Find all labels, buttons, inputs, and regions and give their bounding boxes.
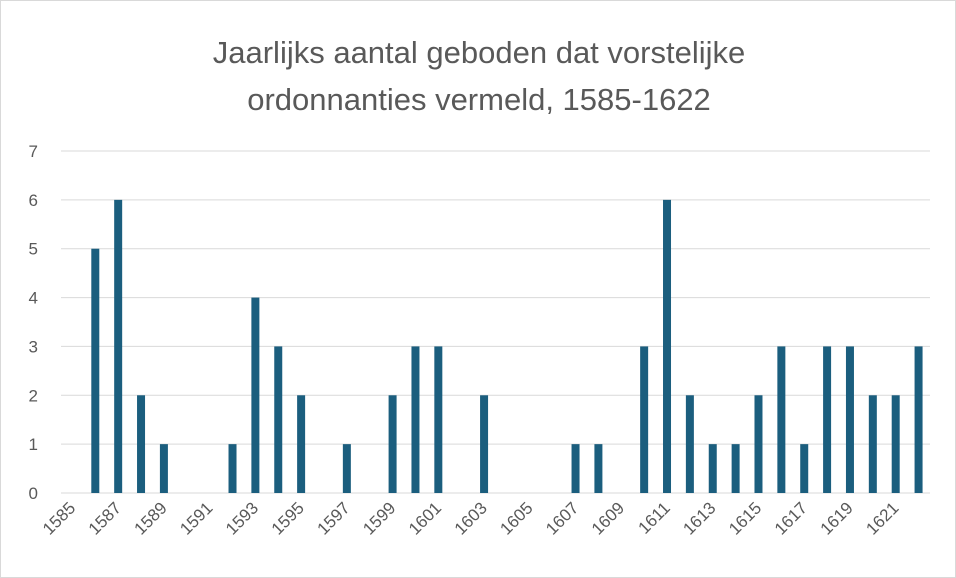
bar — [845, 346, 854, 493]
bar — [640, 346, 649, 493]
bar — [823, 346, 832, 493]
y-tick-label: 1 — [29, 435, 38, 454]
y-tick-label: 6 — [29, 191, 38, 210]
y-tick-label: 2 — [29, 386, 38, 405]
bar — [91, 248, 100, 493]
x-tick-label: 1599 — [359, 498, 399, 538]
bar — [594, 444, 603, 493]
x-tick-label: 1587 — [85, 498, 125, 538]
x-tick-label: 1589 — [131, 498, 171, 538]
bar — [777, 346, 786, 493]
x-tick-label: 1615 — [725, 498, 765, 538]
bar — [114, 199, 123, 493]
bar — [159, 444, 168, 493]
y-tick-label: 0 — [29, 484, 38, 503]
bar — [342, 444, 351, 493]
x-tick-label: 1613 — [679, 498, 719, 538]
bar — [411, 346, 420, 493]
bar — [800, 444, 809, 493]
bar — [571, 444, 580, 493]
bar — [434, 346, 443, 493]
bar — [137, 395, 146, 493]
bar — [685, 395, 694, 493]
x-tick-label: 1595 — [268, 498, 308, 538]
bar — [754, 395, 763, 493]
x-tick-label: 1621 — [862, 498, 902, 538]
y-tick-label: 4 — [29, 289, 38, 308]
bar — [297, 395, 306, 493]
bar — [480, 395, 489, 493]
x-tick-label: 1593 — [222, 498, 262, 538]
x-tick-label: 1617 — [771, 498, 811, 538]
chart-title: Jaarlijks aantal geboden dat vorstelijke… — [212, 35, 746, 117]
x-tick-label: 1597 — [314, 498, 354, 538]
x-tick-label: 1591 — [176, 498, 216, 538]
bar — [731, 444, 740, 493]
x-tick-label: 1619 — [817, 498, 857, 538]
bar — [914, 346, 923, 493]
y-tick-label: 5 — [29, 240, 38, 259]
y-tick-label: 7 — [29, 142, 38, 161]
bar — [868, 395, 877, 493]
x-tick-label: 1605 — [496, 498, 536, 538]
bar — [891, 395, 900, 493]
y-tick-label: 3 — [29, 337, 38, 356]
x-tick-label: 1603 — [451, 498, 491, 538]
x-tick-label: 1611 — [635, 498, 674, 537]
x-tick-label: 1609 — [588, 498, 628, 538]
x-tick-label: 1607 — [542, 498, 582, 538]
x-tick-label: 1585 — [39, 498, 79, 538]
bar — [388, 395, 397, 493]
x-tick-label: 1601 — [405, 498, 445, 538]
bar — [228, 444, 237, 493]
bar — [663, 199, 672, 493]
bar — [251, 297, 260, 493]
bar — [274, 346, 283, 493]
bar — [708, 444, 717, 493]
